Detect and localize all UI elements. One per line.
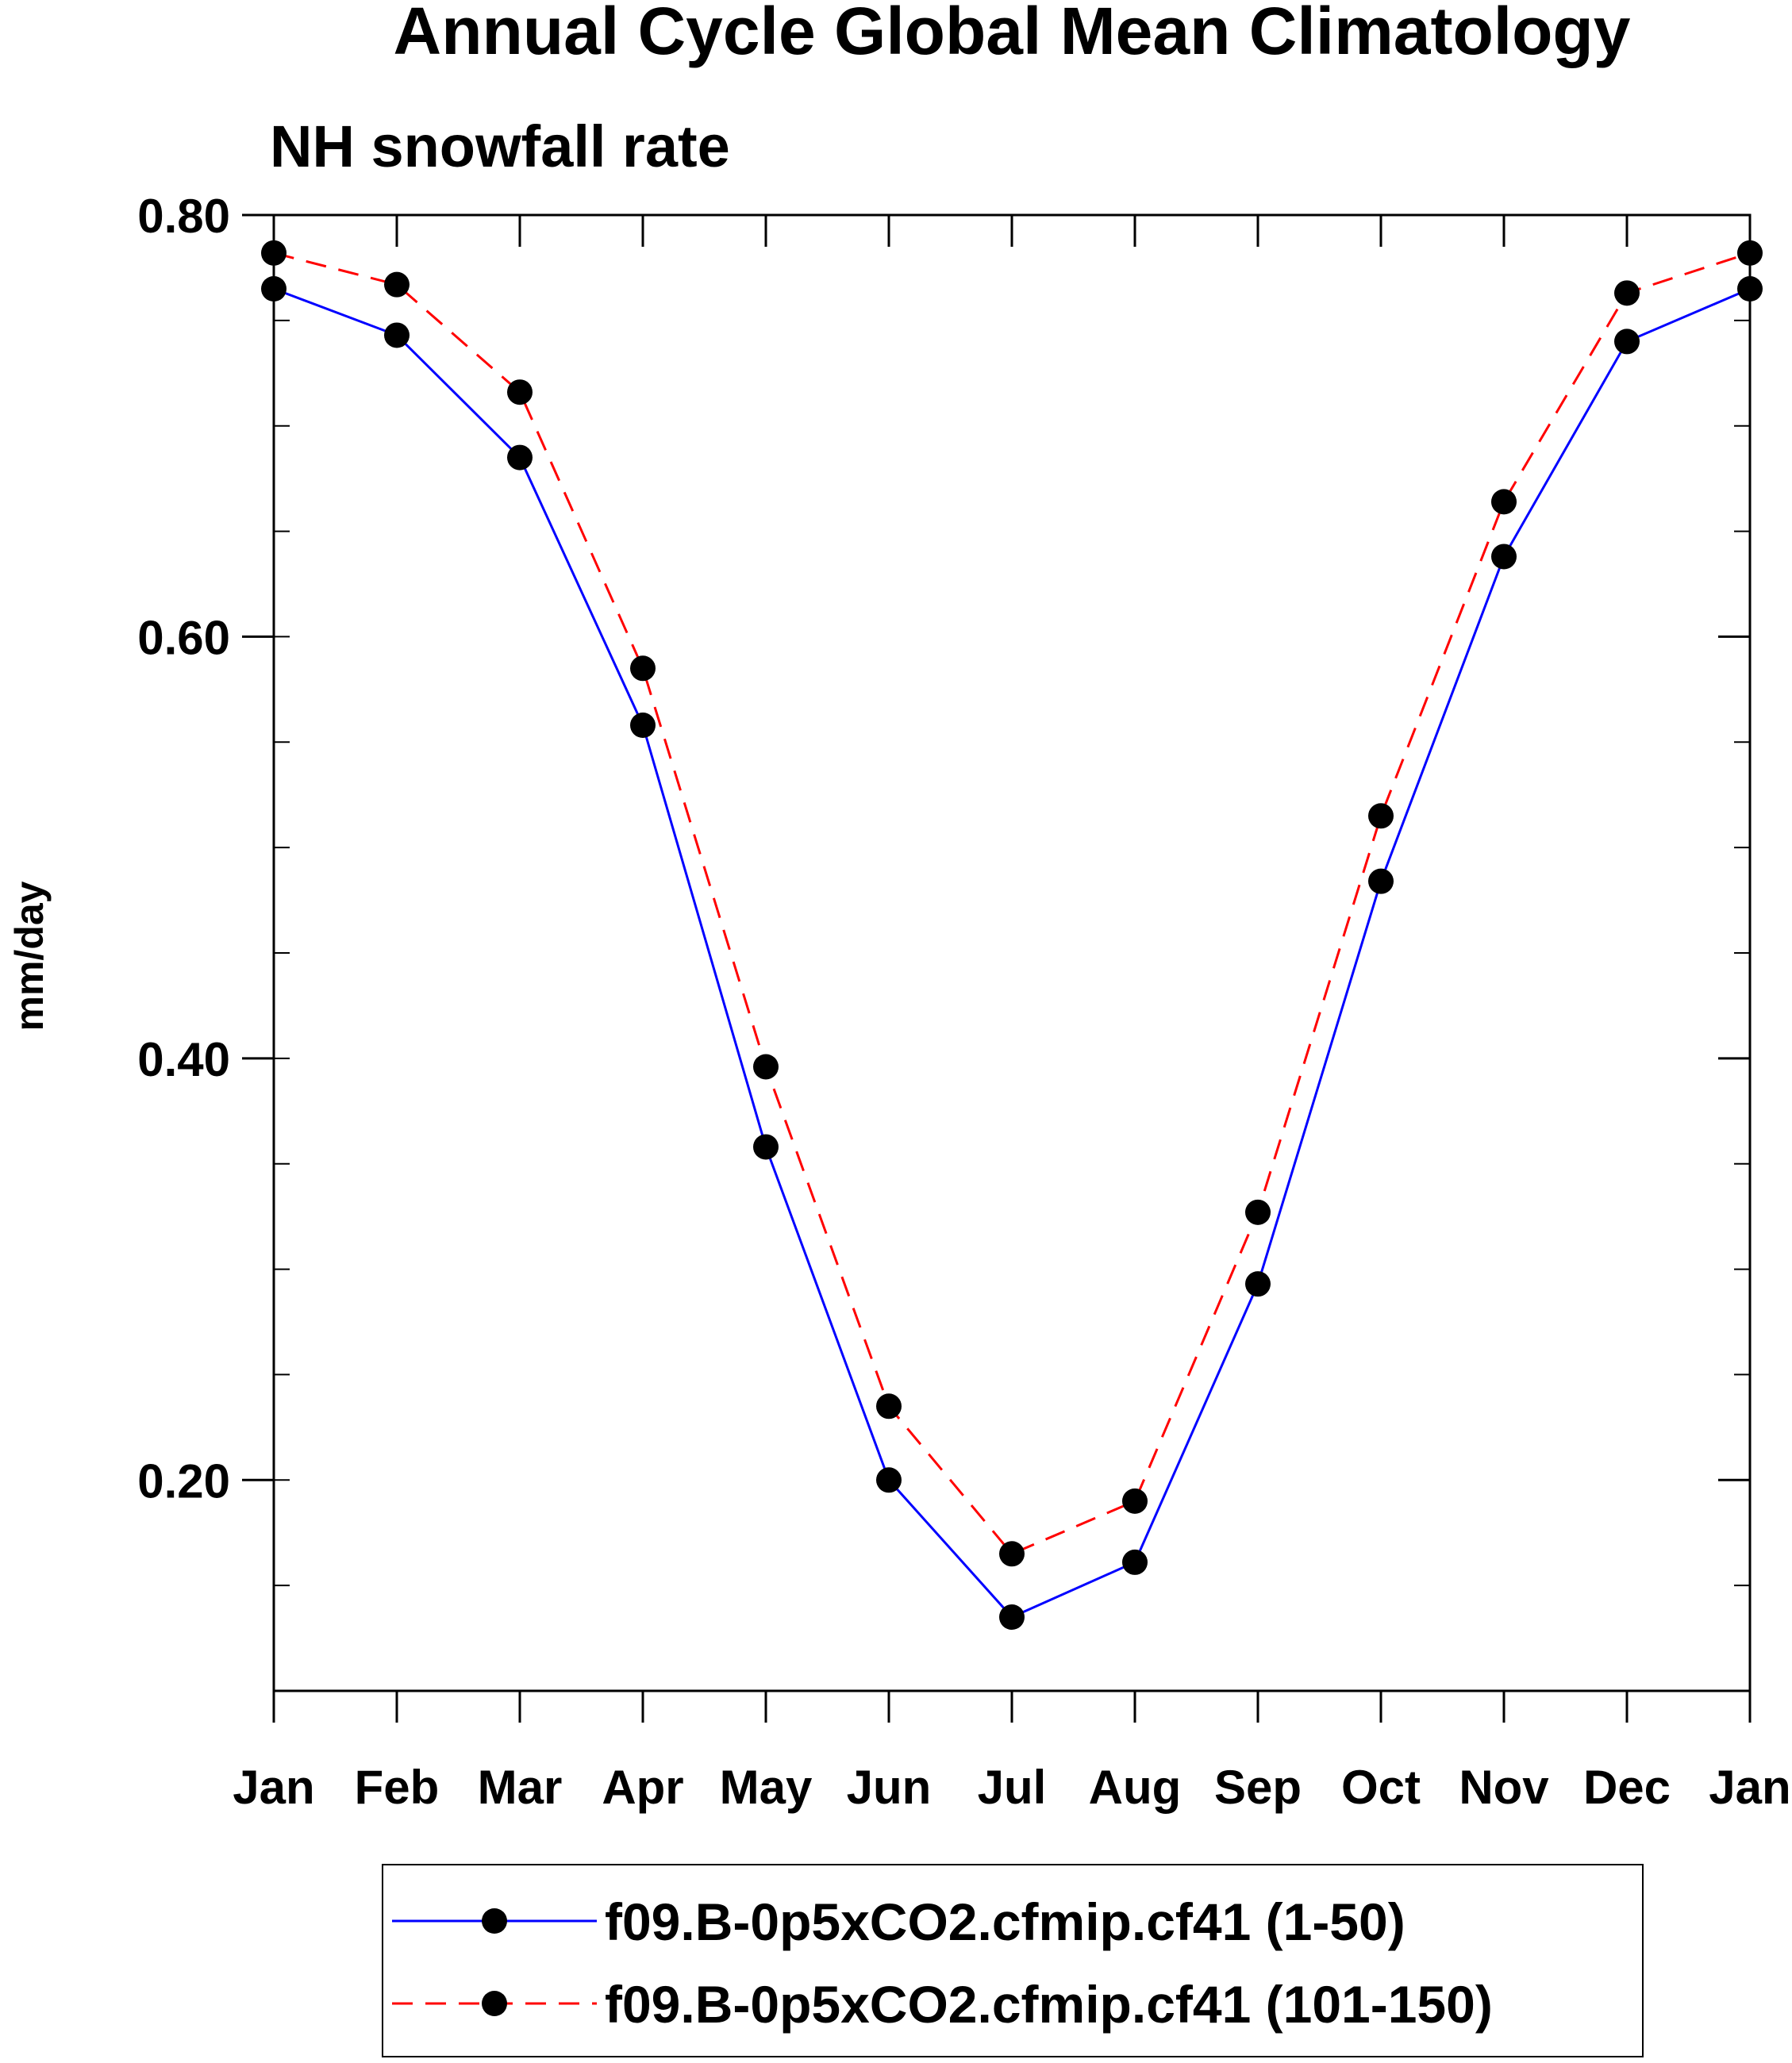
x-tick-label: Sep <box>1214 1761 1302 1814</box>
series-line-1 <box>273 287 1751 1619</box>
x-tick-label: Feb <box>355 1761 440 1814</box>
data-point-series-1 <box>1245 1271 1271 1297</box>
x-tick-label: Aug <box>1089 1761 1182 1814</box>
data-point-series-1 <box>999 1604 1025 1630</box>
x-tick-label: May <box>720 1761 813 1814</box>
data-point-series-2 <box>1368 803 1394 829</box>
data-point-series-1 <box>1122 1549 1148 1575</box>
y-axis-label: mm/day <box>7 881 52 1031</box>
data-point-series-1 <box>1614 328 1640 355</box>
y-tick-label: 0.20 <box>137 1454 230 1508</box>
legend-label-2: f09.B-0p5xCO2.cfmip.cf41 (101-150) <box>605 1975 1493 2034</box>
axis-ticks: Jan Feb Mar Apr May Jun Jul Aug Sep Oct Nov Dec Jan 0… <box>137 190 1790 1814</box>
data-point-series-1 <box>753 1134 779 1160</box>
data-point-series-1 <box>876 1467 902 1493</box>
data-point-series-1 <box>261 276 286 302</box>
data-point-series-2 <box>1614 280 1640 306</box>
legend: f09.B-0p5xCO2.cfmip.cf41 (1-50) f09.B-0p5… <box>392 1892 1493 2034</box>
legend-marker-2 <box>482 1991 507 2016</box>
x-tick-label: Dec <box>1583 1761 1671 1814</box>
data-point-series-2 <box>507 379 533 405</box>
x-tick-label: Jan <box>233 1761 314 1814</box>
data-point-series-2 <box>753 1054 779 1080</box>
chart-title: Annual Cycle Global Mean Climatology <box>394 0 1631 68</box>
legend-label-1: f09.B-0p5xCO2.cfmip.cf41 (1-50) <box>605 1892 1406 1951</box>
data-point-series-1 <box>384 322 410 348</box>
x-tick-label: Jul <box>978 1761 1047 1814</box>
y-tick-label: 0.80 <box>137 190 230 243</box>
data-point-series-2 <box>999 1541 1025 1567</box>
x-tick-label: Apr <box>602 1761 683 1814</box>
x-tick-label: Mar <box>478 1761 563 1814</box>
data-point-series-1 <box>1491 544 1517 570</box>
x-tick-label: Jun <box>847 1761 932 1814</box>
data-point-series-2 <box>1737 240 1763 266</box>
legend-box <box>382 1864 1644 2057</box>
data-point-series-1 <box>630 713 656 739</box>
legend-marker-1 <box>482 1908 507 1934</box>
data-point-series-2 <box>1245 1199 1271 1225</box>
data-point-series-2 <box>630 655 656 682</box>
data-point-series-1 <box>1737 276 1763 302</box>
x-tick-label: Nov <box>1459 1761 1549 1814</box>
data-point-series-2 <box>1491 489 1517 515</box>
x-tick-label: Oct <box>1341 1761 1421 1814</box>
data-point-series-2 <box>876 1393 902 1420</box>
x-tick-label: Jan <box>1709 1761 1790 1814</box>
data-point-series-1 <box>1368 868 1394 894</box>
chart-subtitle: NH snowfall rate <box>270 113 730 179</box>
data-point-series-2 <box>261 240 286 266</box>
series-layer <box>261 240 1763 1630</box>
y-tick-label: 0.60 <box>137 611 230 664</box>
y-tick-label: 0.40 <box>137 1033 230 1086</box>
data-point-series-2 <box>1122 1488 1148 1514</box>
data-point-series-2 <box>384 271 410 298</box>
data-point-series-1 <box>507 444 533 471</box>
plot-frame <box>272 213 1752 1692</box>
series-line-2 <box>273 252 1751 1556</box>
